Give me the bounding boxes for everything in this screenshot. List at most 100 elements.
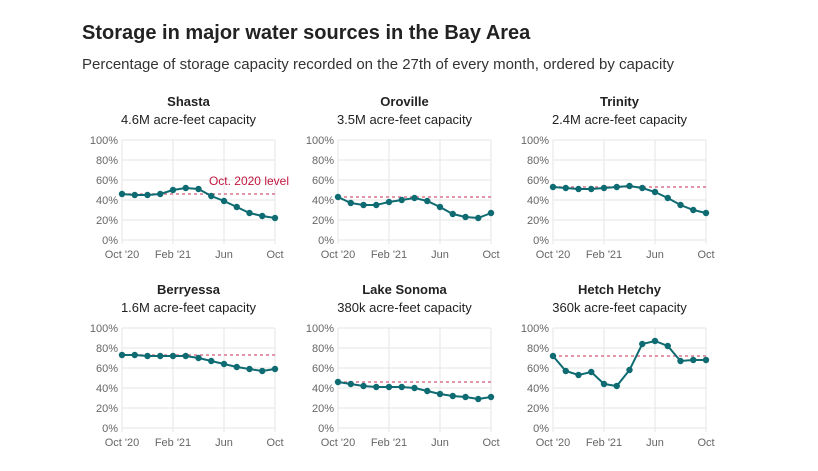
y-tick-label: 20% <box>527 403 549 415</box>
data-point <box>613 183 620 191</box>
data-point <box>436 203 444 211</box>
data-point <box>131 351 138 359</box>
y-tick-label: 60% <box>527 363 549 375</box>
panel-oroville: Oroville 3.5M acre-feet capacity 0% 20% 40% 6… <box>306 94 500 261</box>
data-point <box>347 199 354 207</box>
y-tick-label: 20% <box>527 215 549 227</box>
data-point <box>118 190 126 198</box>
data-point <box>562 367 569 375</box>
data-point <box>600 380 608 388</box>
data-point <box>246 209 253 217</box>
data-point <box>588 185 595 193</box>
data-point <box>487 209 495 217</box>
data-point <box>424 197 431 205</box>
data-point <box>702 209 710 217</box>
data-point <box>411 384 418 392</box>
data-point <box>385 198 393 206</box>
y-tick-label: 20% <box>96 215 118 227</box>
panel-title: Berryessa <box>157 282 221 297</box>
x-tick-label: Feb '21 <box>371 249 407 261</box>
data-point <box>677 357 684 365</box>
data-point <box>182 184 189 192</box>
y-tick-label: 100% <box>521 323 549 335</box>
data-point <box>462 213 469 221</box>
y-tick-label: 20% <box>96 403 118 415</box>
data-point <box>562 184 569 192</box>
x-tick-label: Oct <box>482 437 499 449</box>
x-tick-label: Oct '20 <box>321 249 356 261</box>
y-tick-label: 40% <box>527 383 549 395</box>
data-point <box>195 185 202 193</box>
chart-subtitle: Percentage of storage capacity recorded … <box>82 56 675 73</box>
data-point <box>613 382 620 390</box>
data-point <box>157 190 164 198</box>
data-point <box>360 382 367 390</box>
x-tick-label: Jun <box>646 437 664 449</box>
panel-trinity: Trinity 2.4M acre-feet capacity 0% 20% 40% 60… <box>521 94 715 261</box>
y-tick-label: 0% <box>102 423 118 435</box>
data-point <box>220 197 228 205</box>
y-tick-label: 0% <box>318 423 334 435</box>
data-point <box>233 363 240 371</box>
y-tick-label: 0% <box>533 423 549 435</box>
data-point <box>664 342 671 350</box>
panel-capacity: 4.6M acre-feet capacity <box>121 112 257 127</box>
data-point <box>144 352 151 360</box>
x-tick-label: Oct <box>266 437 283 449</box>
data-point <box>208 192 215 200</box>
data-point <box>220 360 228 368</box>
x-tick-label: Feb '21 <box>155 437 191 449</box>
data-point <box>677 201 684 209</box>
x-tick-label: Jun <box>646 249 664 261</box>
panel-berryessa: Berryessa 1.6M acre-feet capacity 0% 20% 40%… <box>90 282 284 449</box>
panel-shasta: Shasta 4.6M acre-feet capacity 0% 20% 40% 60%… <box>90 94 289 261</box>
panel-title: Hetch Hetchy <box>578 282 662 297</box>
data-point <box>334 193 342 201</box>
y-tick-label: 80% <box>96 155 118 167</box>
data-point <box>690 206 697 214</box>
data-point <box>373 201 380 209</box>
panel-capacity: 360k acre-feet capacity <box>552 300 687 315</box>
data-point <box>639 340 646 348</box>
data-point <box>424 387 431 395</box>
y-tick-label: 80% <box>527 343 549 355</box>
x-tick-label: Oct '20 <box>105 249 140 261</box>
data-point <box>690 356 697 364</box>
y-tick-label: 80% <box>312 155 334 167</box>
data-point <box>398 196 405 204</box>
data-point <box>233 203 240 211</box>
y-tick-label: 20% <box>312 403 334 415</box>
data-point <box>475 395 482 403</box>
data-point <box>144 191 151 199</box>
panel-title: Trinity <box>600 94 640 109</box>
panel-lake-sonoma: Lake Sonoma 380k acre-feet capacity 0% 20% 4… <box>306 282 500 449</box>
x-tick-label: Oct <box>266 249 283 261</box>
y-tick-label: 0% <box>533 235 549 247</box>
x-tick-label: Oct <box>697 249 714 261</box>
data-point <box>575 371 582 379</box>
y-tick-label: 0% <box>102 235 118 247</box>
x-tick-label: Feb '21 <box>371 437 407 449</box>
data-point <box>639 184 646 192</box>
x-tick-label: Jun <box>431 249 449 261</box>
y-tick-label: 80% <box>96 343 118 355</box>
y-tick-label: 60% <box>96 363 118 375</box>
panel-title: Shasta <box>167 94 210 109</box>
data-point <box>246 365 253 373</box>
x-tick-label: Jun <box>215 249 233 261</box>
y-tick-label: 80% <box>527 155 549 167</box>
y-tick-label: 60% <box>96 175 118 187</box>
data-point <box>449 392 456 400</box>
x-tick-label: Oct '20 <box>536 437 571 449</box>
data-point <box>626 182 633 190</box>
x-tick-label: Feb '21 <box>586 437 622 449</box>
x-tick-label: Oct '20 <box>321 437 356 449</box>
data-point <box>702 356 710 364</box>
panel-capacity: 2.4M acre-feet capacity <box>552 112 688 127</box>
y-tick-label: 80% <box>312 343 334 355</box>
data-point <box>549 183 557 191</box>
data-point <box>118 351 126 359</box>
panel-title: Oroville <box>380 94 428 109</box>
data-point <box>195 354 202 362</box>
data-point <box>449 210 456 218</box>
